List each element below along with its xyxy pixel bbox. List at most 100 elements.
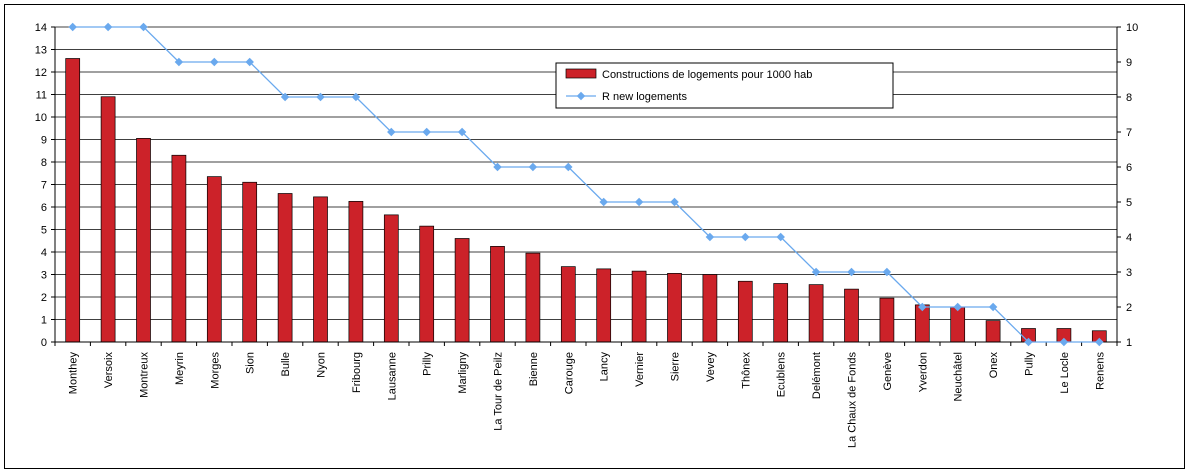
- legend-label-line: R new logements: [602, 91, 687, 103]
- bar: [631, 270, 647, 343]
- category-label: Bienne: [528, 352, 540, 386]
- rank-point: [387, 127, 396, 137]
- rank-point: [811, 267, 821, 277]
- category-label: Neuchâtel: [953, 352, 965, 402]
- category-label: Lausanne: [386, 352, 398, 400]
- legend-label-bar: Constructions de logements pour 1000 hab: [602, 69, 812, 81]
- axes-layer: [51, 26, 1121, 346]
- category-label: Meyrin: [174, 352, 186, 385]
- left-axis-tick-label: 6: [41, 202, 47, 214]
- left-axis-tick-label: 11: [36, 90, 47, 102]
- bar: [879, 297, 895, 343]
- bar: [277, 193, 293, 343]
- category-label: Sion: [245, 352, 257, 374]
- rank-point: [245, 57, 254, 67]
- left-axis-tick-label: 5: [41, 225, 47, 237]
- category-label: Prilly: [422, 352, 434, 376]
- left-axis-tick-label: 14: [35, 22, 47, 34]
- bar: [383, 214, 399, 343]
- rank-point: [882, 267, 892, 277]
- rank-point: [918, 302, 927, 312]
- bar: [100, 96, 116, 343]
- left-axis-tick-label: 9: [41, 135, 47, 147]
- bar: [985, 320, 1001, 343]
- right-axis-tick-label: 9: [1126, 57, 1132, 69]
- category-label: Yverdon: [917, 352, 929, 392]
- rank-point: [1095, 337, 1104, 347]
- rank-line: [72, 26, 1100, 343]
- right-axis-tick-label: 7: [1126, 127, 1132, 139]
- right-axis-tick-label: 6: [1126, 162, 1132, 174]
- left-axis-tick-label: 1: [41, 315, 47, 327]
- category-label: Ecublens: [776, 352, 788, 398]
- bar: [560, 266, 576, 343]
- left-axis-tick-label: 8: [41, 157, 47, 169]
- category-label: La Chaux de Fonds: [847, 352, 859, 449]
- category-label: Renens: [1094, 352, 1106, 390]
- category-label: Bulle: [280, 352, 292, 376]
- bar: [737, 280, 753, 343]
- category-label: Lancy: [599, 352, 611, 382]
- rank-point: [316, 92, 325, 102]
- category-label: Sierre: [670, 352, 682, 381]
- category-label: Genève: [882, 352, 894, 391]
- right-axis-tick-label: 5: [1126, 197, 1132, 209]
- bar: [844, 288, 859, 343]
- legend-swatch-bar: [565, 68, 597, 79]
- category-label: Le Locle: [1059, 352, 1071, 394]
- bar: [702, 274, 718, 343]
- category-label: Onex: [988, 352, 1000, 379]
- category-label: Delémont: [811, 352, 823, 399]
- rank-point: [68, 22, 77, 32]
- category-label: Versoix: [103, 352, 115, 389]
- bar: [525, 252, 541, 343]
- rank-point: [1059, 337, 1069, 347]
- right-axis-tick-label: 8: [1126, 92, 1132, 104]
- category-label: Marligny: [457, 352, 469, 394]
- bar: [667, 273, 682, 343]
- rank-point: [988, 302, 998, 312]
- left-axis-tick-label: 0: [41, 337, 47, 349]
- rank-point: [351, 92, 361, 102]
- bar: [136, 138, 151, 343]
- category-label: Vevey: [705, 352, 717, 382]
- bar: [773, 283, 789, 343]
- bar: [419, 225, 435, 343]
- category-label: Montreux: [139, 352, 151, 398]
- right-axis-tick-label: 1: [1126, 337, 1132, 349]
- bar: [171, 154, 187, 343]
- category-label: Carouge: [563, 352, 575, 394]
- category-label: Pully: [1024, 352, 1036, 376]
- left-axis-tick-label: 2: [41, 292, 47, 304]
- bar: [242, 181, 258, 343]
- rank-point: [953, 302, 962, 312]
- bars-layer: [65, 58, 1107, 343]
- bar: [65, 58, 81, 343]
- bar: [313, 196, 328, 343]
- rank-point: [422, 127, 431, 137]
- rank-point: [847, 267, 856, 277]
- category-label: Monthey: [68, 352, 80, 395]
- category-label: Morges: [209, 352, 221, 389]
- left-axis-tick-label: 3: [41, 270, 47, 282]
- left-axis-tick-label: 4: [41, 247, 47, 259]
- category-label: Vernier: [634, 352, 646, 387]
- left-axis-tick-label: 10: [35, 112, 47, 124]
- rank-point: [174, 57, 184, 67]
- legend: Constructions de logements pour 1000 hab…: [555, 62, 894, 109]
- legend-box: [555, 62, 894, 109]
- rank-point: [1024, 337, 1033, 347]
- category-label: Fribourg: [351, 352, 363, 393]
- bar: [490, 246, 505, 343]
- category-label: Thônex: [740, 352, 752, 389]
- bar: [596, 268, 612, 343]
- right-axis-tick-label: 3: [1126, 267, 1132, 279]
- right-axis-tick-label: 2: [1126, 302, 1132, 314]
- category-label: La Tour de Peilz: [493, 352, 505, 431]
- rank-point: [210, 57, 219, 67]
- left-axis-tick-label: 13: [35, 45, 47, 57]
- right-axis-tick-label: 4: [1126, 232, 1132, 244]
- rank-point: [741, 232, 750, 242]
